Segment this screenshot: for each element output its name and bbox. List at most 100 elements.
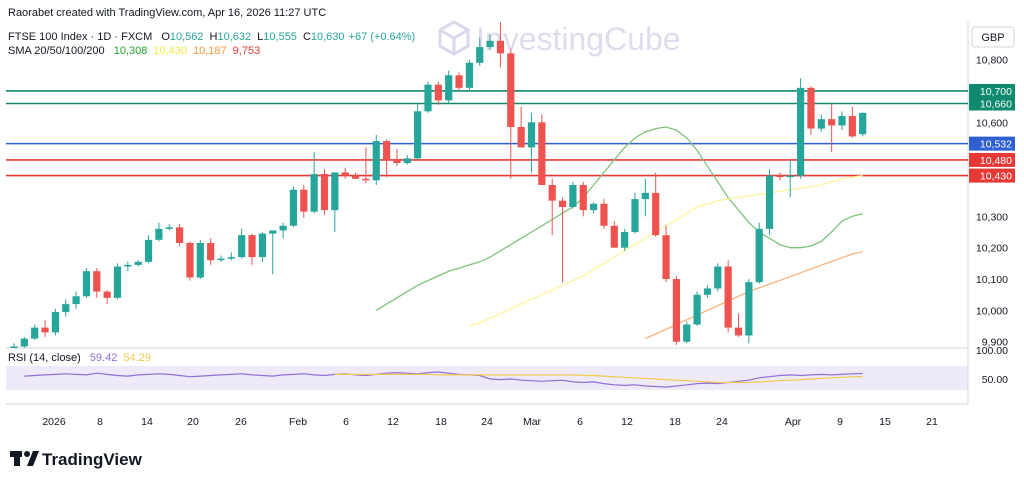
tradingview-logo[interactable]: TradingView bbox=[10, 450, 143, 469]
level-price-label: 10,532 bbox=[969, 136, 1015, 151]
candle bbox=[496, 22, 505, 68]
rsi-legend[interactable]: RSI (14, close) 59.42 54.29 bbox=[8, 352, 151, 364]
currency-badge[interactable]: GBP bbox=[971, 26, 1015, 48]
candle bbox=[786, 159, 794, 198]
sma-value: 9,753 bbox=[233, 45, 261, 57]
candle bbox=[558, 197, 567, 283]
candle bbox=[72, 291, 80, 309]
price-tick-label: 10,200 bbox=[976, 243, 1008, 255]
candle-body bbox=[745, 282, 753, 336]
candle-body bbox=[693, 294, 701, 325]
candle-body bbox=[124, 264, 132, 267]
candle-body bbox=[72, 296, 80, 305]
candle bbox=[672, 275, 680, 345]
time-axis[interactable]: 2026 8 14 20 26 Feb 6 12 18 24 Mar 6 12 18 24 Apr 9 15 21 bbox=[42, 416, 938, 428]
candle bbox=[507, 48, 515, 179]
sma-label: SMA 20/50/100/200 bbox=[8, 45, 105, 57]
price-tick-label: 10,800 bbox=[976, 55, 1008, 67]
candle-body bbox=[403, 158, 411, 164]
candle bbox=[403, 155, 411, 165]
candle bbox=[579, 181, 587, 217]
candle-body bbox=[186, 242, 194, 278]
candle bbox=[434, 81, 442, 106]
candle-body bbox=[631, 199, 639, 233]
candle-body bbox=[113, 266, 122, 298]
candle bbox=[383, 139, 391, 178]
candle-body bbox=[289, 189, 298, 226]
candle-body bbox=[786, 175, 794, 178]
candle bbox=[538, 114, 546, 185]
candle-body bbox=[621, 232, 629, 248]
time-tick-label: 20 bbox=[187, 416, 199, 428]
time-tick-label: 6 bbox=[577, 416, 583, 428]
candle-body bbox=[238, 235, 246, 258]
level-label-bg bbox=[969, 136, 1015, 151]
watermark: InvestingCube bbox=[438, 20, 681, 57]
candle-body bbox=[300, 189, 308, 212]
symbol-legend[interactable]: FTSE 100 Index · 1D · FXCM O10,562 H10,63… bbox=[8, 31, 415, 43]
price-tick-label: 10,300 bbox=[976, 211, 1008, 223]
time-tick-label: 21 bbox=[926, 416, 938, 428]
price-tick-label: 10,600 bbox=[976, 117, 1008, 129]
candle-body bbox=[134, 261, 142, 265]
candle-body bbox=[734, 327, 743, 336]
candle-body bbox=[517, 127, 525, 148]
candle bbox=[445, 70, 453, 104]
level-label-text: 10,480 bbox=[980, 155, 1012, 167]
candle-body bbox=[269, 230, 277, 234]
candle bbox=[745, 279, 753, 344]
time-tick-label: 15 bbox=[879, 416, 891, 428]
candle bbox=[320, 169, 329, 215]
candle bbox=[641, 178, 649, 217]
candle-body bbox=[445, 75, 453, 101]
currency-text: GBP bbox=[981, 32, 1004, 44]
candle-body bbox=[600, 203, 608, 226]
candle bbox=[93, 268, 101, 298]
candle bbox=[569, 181, 577, 209]
rsi_ma-line bbox=[334, 373, 863, 384]
rsi-lines bbox=[24, 371, 863, 388]
candle bbox=[113, 263, 122, 300]
candles bbox=[10, 22, 867, 348]
candle-body bbox=[828, 119, 836, 126]
candle bbox=[590, 202, 598, 214]
price-tick-label: 9,900 bbox=[982, 337, 1008, 349]
candle-body bbox=[196, 242, 204, 278]
candle bbox=[414, 103, 422, 160]
candle-body bbox=[797, 87, 805, 176]
ohlc-value: 10,555 bbox=[263, 31, 297, 43]
candle-body bbox=[817, 119, 825, 129]
candle-body bbox=[672, 279, 680, 342]
candle-body bbox=[383, 141, 391, 160]
candle-body bbox=[714, 266, 722, 289]
candle bbox=[807, 86, 815, 135]
candle-body bbox=[662, 235, 670, 280]
candle-body bbox=[279, 225, 287, 231]
sma100-line bbox=[645, 251, 863, 340]
candle bbox=[134, 260, 142, 267]
candle bbox=[662, 225, 670, 283]
time-tick-label: Apr bbox=[785, 416, 802, 428]
sma-legend[interactable]: SMA 20/50/100/200 10,308 10,430 10,187 9,75… bbox=[8, 45, 260, 57]
candle bbox=[82, 268, 91, 298]
candle-body bbox=[683, 324, 691, 342]
candle bbox=[269, 230, 277, 275]
level-label-text: 10,660 bbox=[980, 99, 1012, 111]
candle bbox=[703, 285, 712, 298]
symbol-name: FTSE 100 Index · 1D · FXCM bbox=[8, 31, 152, 43]
rsi-label: RSI (14, close) bbox=[8, 352, 81, 364]
candle bbox=[300, 185, 308, 218]
candle bbox=[279, 222, 287, 239]
ohlc-value: 10,562 bbox=[170, 31, 204, 43]
watermark-text: InvestingCube bbox=[476, 21, 681, 57]
candle-body bbox=[362, 178, 370, 181]
candle-body bbox=[807, 87, 815, 129]
candle-body bbox=[10, 346, 18, 348]
ohlc-key: C bbox=[303, 31, 311, 43]
candle-body bbox=[548, 185, 556, 201]
candle bbox=[62, 299, 70, 317]
ohlc-value: 10,630 bbox=[311, 31, 345, 43]
candle-body bbox=[848, 116, 856, 137]
price-axis[interactable]: 10,80010,60010,43010,30010,20010,10010,0… bbox=[976, 55, 1008, 349]
candle-body bbox=[248, 235, 256, 258]
